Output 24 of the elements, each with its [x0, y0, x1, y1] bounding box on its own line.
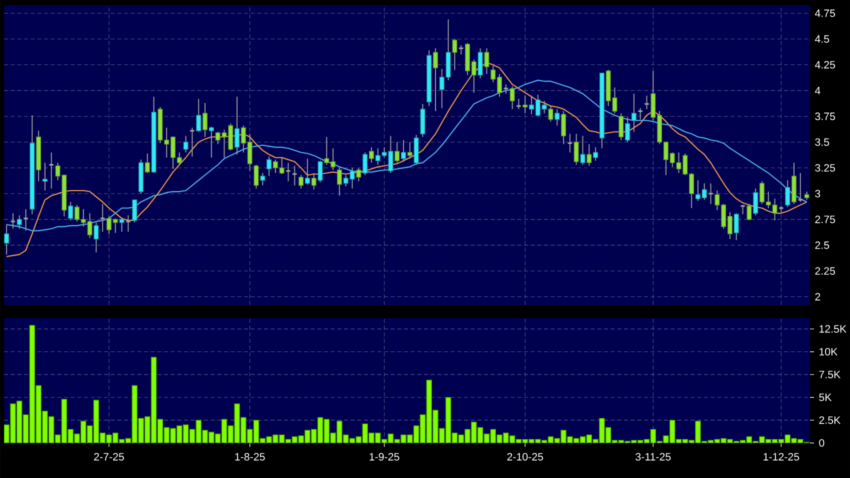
- y-tick-label: 2.5K: [819, 416, 841, 424]
- y-tick-label: 3.25: [815, 164, 836, 172]
- y-tick-label: 5K: [819, 394, 832, 402]
- y-tick-label: 2.25: [815, 267, 836, 275]
- y-tick-label: 3.75: [815, 112, 836, 120]
- y-tick-label: 3: [815, 190, 820, 198]
- y-tick-label: 4.25: [814, 61, 836, 69]
- y-tick-label: 7.5K: [819, 370, 841, 378]
- y-tick-label: 0: [819, 439, 824, 447]
- y-tick-label: 10K: [820, 348, 838, 356]
- y-tick-label: 4: [814, 86, 820, 94]
- y-tick-label: 3.5: [815, 138, 830, 146]
- y-tick-label: 4.75: [814, 10, 836, 17]
- x-tick-label: 3-11-25: [636, 453, 671, 461]
- y-tick-label: 2: [815, 293, 820, 300]
- y-tick-label: 2.75: [815, 216, 836, 224]
- x-tick-label: 1-12-25: [764, 453, 800, 461]
- x-tick-label: 2-10-25: [507, 453, 544, 461]
- x-tick-label: 2-7-25: [94, 453, 124, 461]
- x-tick-label: 1-9-25: [370, 453, 400, 461]
- x-tick-label: 1-8-25: [235, 453, 265, 461]
- y-tick-label: 4.5: [814, 35, 830, 43]
- y-tick-label: 12.5K: [820, 325, 846, 333]
- y-tick-label: 2.5: [815, 241, 830, 249]
